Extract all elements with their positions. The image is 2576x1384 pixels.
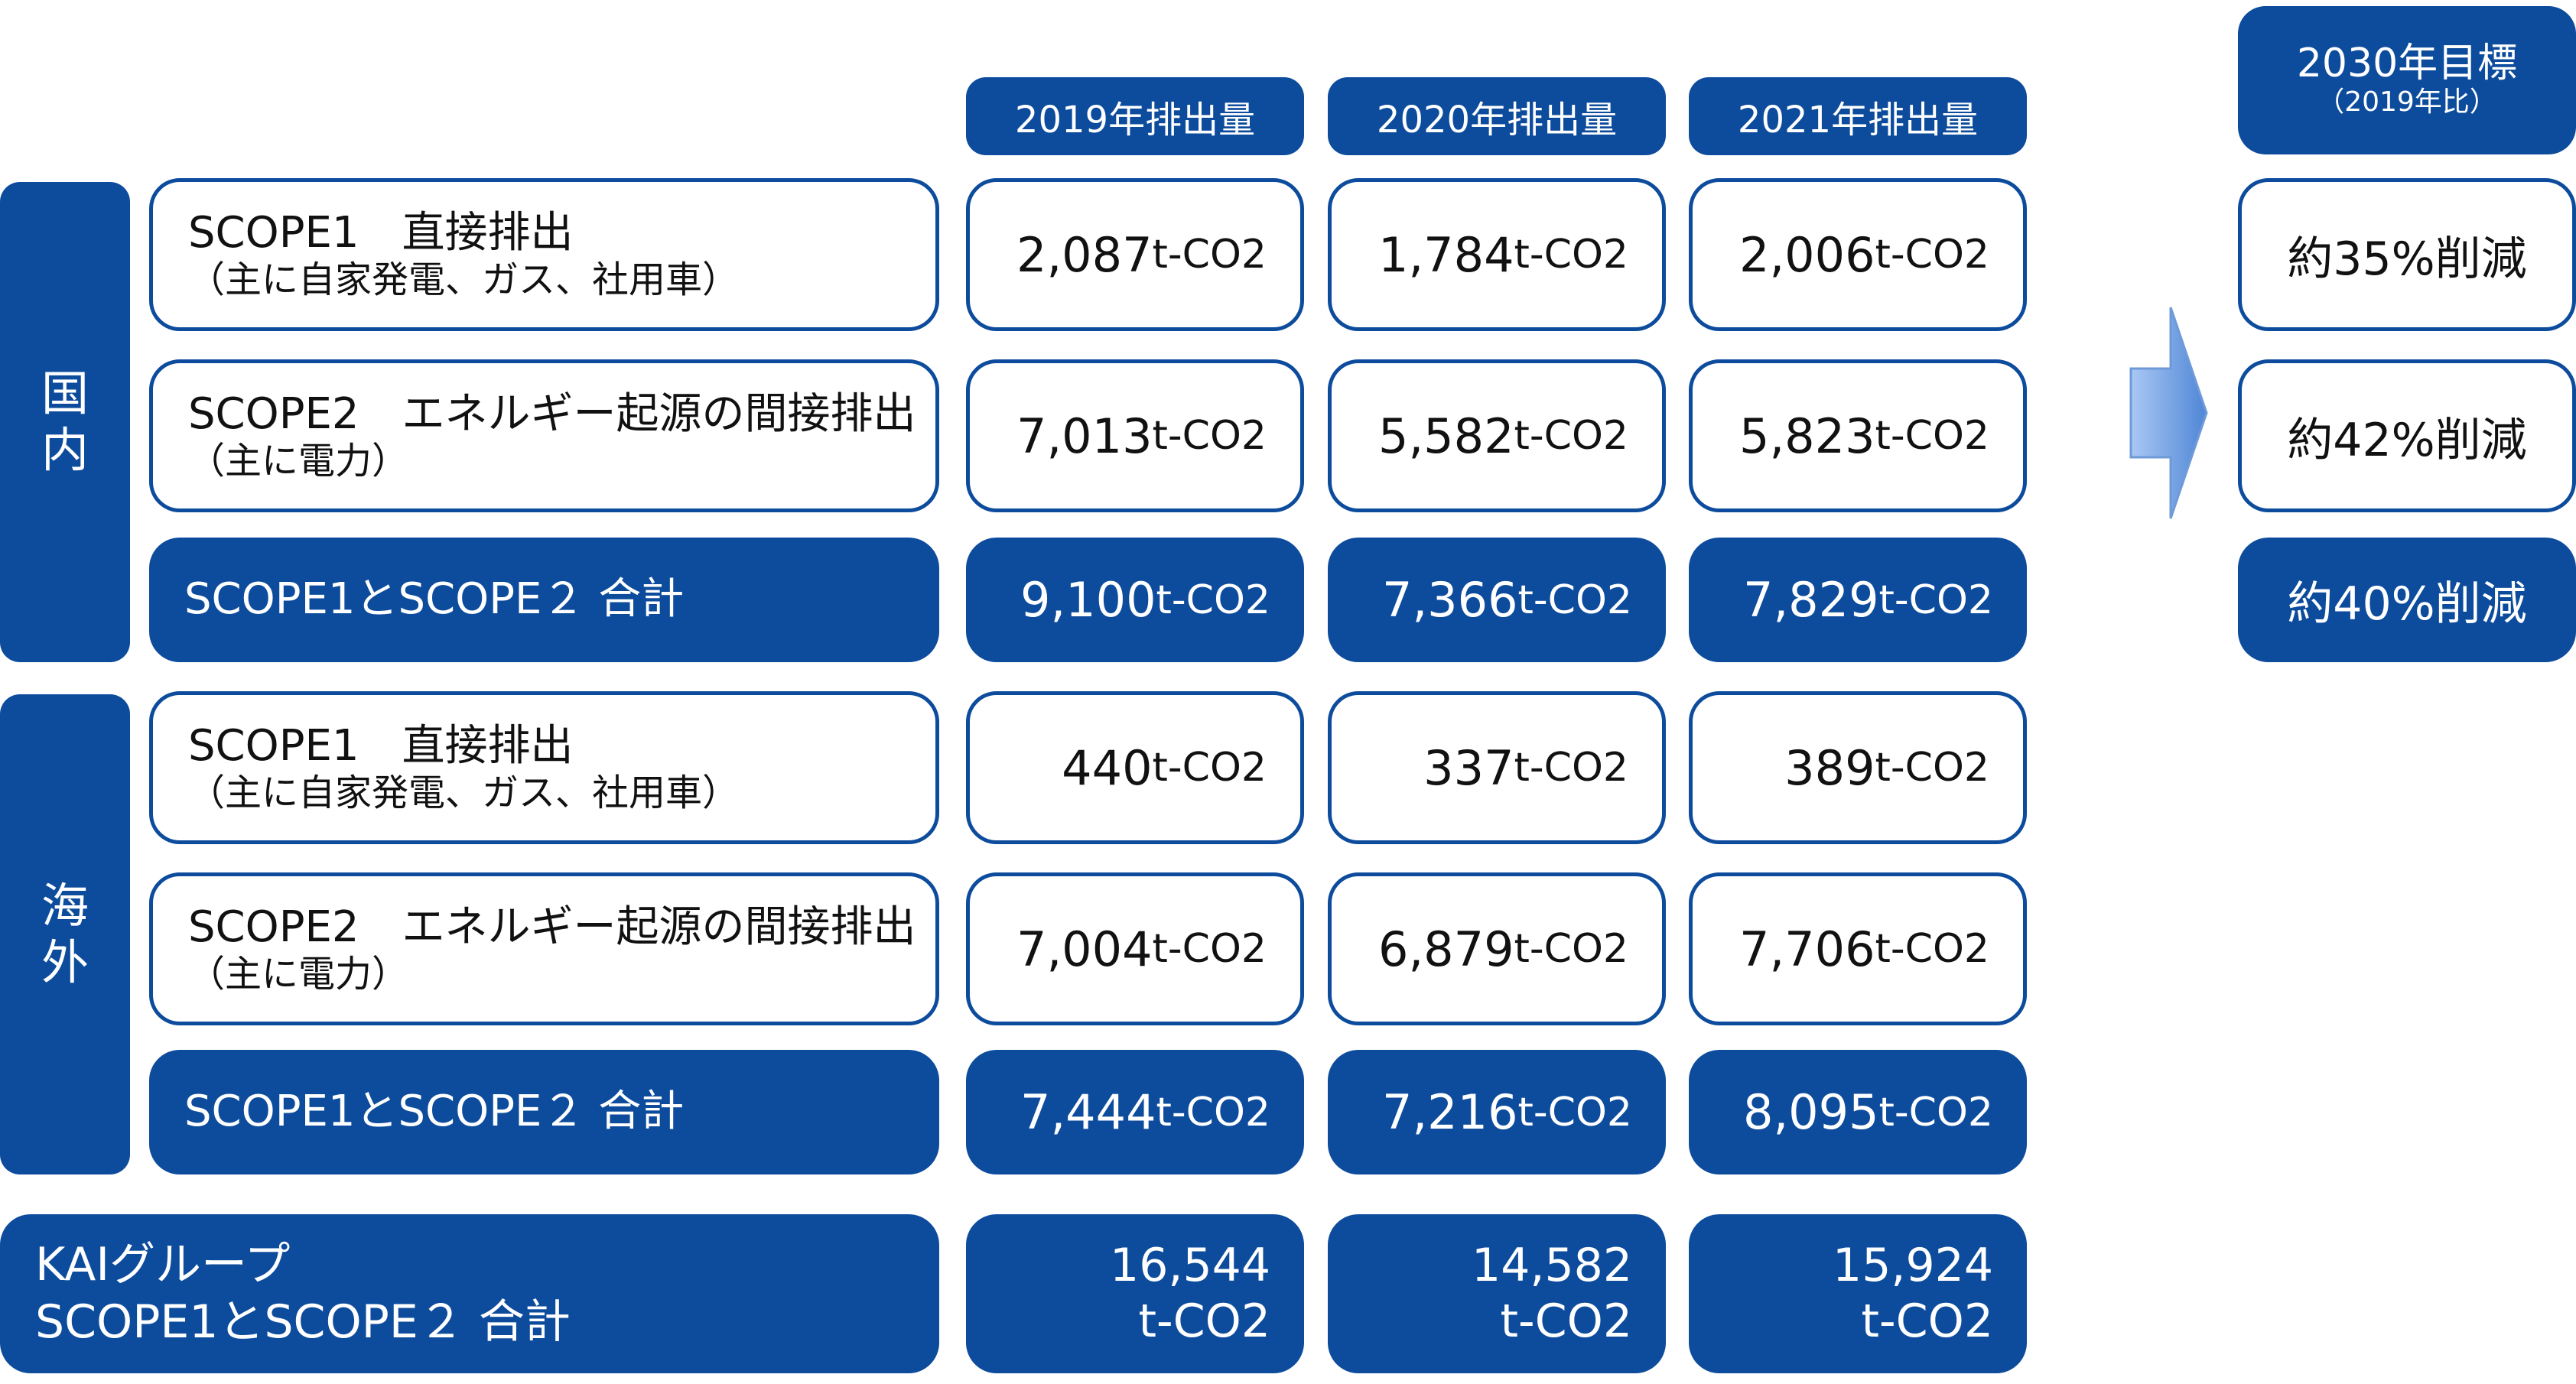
value-unit: t-CO2 xyxy=(1861,1295,1993,1348)
overseas-scope2-title: SCOPE2 エネルギー起源の間接排出 xyxy=(188,902,916,952)
value-unit: t-CO2 xyxy=(1875,232,1989,278)
value-number: 7,706 xyxy=(1739,921,1875,977)
target-header: 2030年目標 （2019年比） xyxy=(2238,6,2576,154)
value-number: 15,924 xyxy=(1833,1238,1993,1292)
value-unit: t-CO2 xyxy=(1500,1295,1632,1348)
group-total-2020: 14,582 t-CO2 xyxy=(1328,1214,1666,1373)
value-number: 1,784 xyxy=(1378,226,1514,283)
overseas-label: 海 外 xyxy=(0,694,130,1174)
group-total-2021: 15,924 t-CO2 xyxy=(1689,1214,2027,1373)
value-unit: t-CO2 xyxy=(1152,926,1267,972)
domestic-scope1-label: SCOPE1 直接排出 （主に自家発電、ガス、社用車） xyxy=(149,178,939,331)
value-unit: t-CO2 xyxy=(1514,232,1628,278)
value-number: 7,444 xyxy=(1020,1084,1156,1140)
group-total-line1: KAIグループ xyxy=(35,1238,291,1291)
domestic-label: 国 内 xyxy=(0,182,130,662)
overseas-scope1-title: SCOPE1 直接排出 xyxy=(188,720,574,771)
domestic-scope2-2020: 5,582 t-CO2 xyxy=(1328,359,1666,512)
value-number: 14,582 xyxy=(1472,1238,1632,1292)
domestic-total-title: SCOPE1とSCOPE２ 合計 xyxy=(184,574,685,625)
value-number: 16,544 xyxy=(1110,1238,1270,1292)
overseas-total-2021: 8,095 t-CO2 xyxy=(1689,1050,2027,1174)
arrow-right-icon xyxy=(2129,307,2208,519)
overseas-total-2020: 7,216 t-CO2 xyxy=(1328,1050,1666,1174)
domestic-scope1-sub: （主に自家発電、ガス、社用車） xyxy=(188,258,740,301)
overseas-total-label: SCOPE1とSCOPE２ 合計 xyxy=(149,1050,939,1174)
overseas-scope1-2020: 337 t-CO2 xyxy=(1328,691,1666,844)
overseas-label-text: 海 外 xyxy=(41,877,89,990)
value-unit: t-CO2 xyxy=(1138,1295,1270,1348)
domestic-scope1-2020: 1,784 t-CO2 xyxy=(1328,178,1666,331)
overseas-scope2-label: SCOPE2 エネルギー起源の間接排出 （主に電力） xyxy=(149,872,939,1025)
value-number: 5,823 xyxy=(1739,408,1875,464)
overseas-scope1-sub: （主に自家発電、ガス、社用車） xyxy=(188,771,740,814)
target-scope1: 約35%削減 xyxy=(2238,178,2576,331)
value-unit: t-CO2 xyxy=(1152,745,1267,791)
domestic-scope2-sub: （主に電力） xyxy=(188,439,409,482)
header-2019: 2019年排出量 xyxy=(966,77,1304,155)
domestic-total-2019: 9,100 t-CO2 xyxy=(966,538,1304,662)
group-total-line2: SCOPE1とSCOPE２ 合計 xyxy=(35,1295,571,1349)
domestic-total-2021: 7,829 t-CO2 xyxy=(1689,538,2027,662)
value-unit: t-CO2 xyxy=(1878,577,1993,623)
domestic-label-text: 国 内 xyxy=(41,365,89,478)
value-number: 8,095 xyxy=(1743,1084,1879,1140)
domestic-scope2-label: SCOPE2 エネルギー起源の間接排出 （主に電力） xyxy=(149,359,939,512)
value-number: 7,829 xyxy=(1743,572,1879,628)
target-scope2: 約42%削減 xyxy=(2238,359,2576,512)
value-unit: t-CO2 xyxy=(1875,413,1989,459)
header-2021: 2021年排出量 xyxy=(1689,77,2027,155)
value-number: 389 xyxy=(1784,739,1875,796)
value-number: 9,100 xyxy=(1020,572,1156,628)
value-number: 440 xyxy=(1062,739,1153,796)
target-header-title: 2030年目標 xyxy=(2296,40,2518,86)
value-number: 337 xyxy=(1423,739,1514,796)
value-number: 5,582 xyxy=(1378,408,1514,464)
value-unit: t-CO2 xyxy=(1517,1089,1632,1135)
value-unit: t-CO2 xyxy=(1514,745,1628,791)
header-2020: 2020年排出量 xyxy=(1328,77,1666,155)
value-unit: t-CO2 xyxy=(1152,413,1267,459)
value-unit: t-CO2 xyxy=(1152,232,1267,278)
overseas-scope2-2021: 7,706 t-CO2 xyxy=(1689,872,2027,1025)
overseas-scope1-2021: 389 t-CO2 xyxy=(1689,691,2027,844)
value-number: 2,087 xyxy=(1016,226,1153,283)
value-unit: t-CO2 xyxy=(1514,413,1628,459)
target-header-subtitle: （2019年比） xyxy=(2317,86,2497,118)
value-number: 7,004 xyxy=(1016,921,1153,977)
value-unit: t-CO2 xyxy=(1875,745,1989,791)
value-number: 2,006 xyxy=(1739,226,1875,283)
overseas-total-title: SCOPE1とSCOPE２ 合計 xyxy=(184,1087,685,1137)
domestic-scope1-2019: 2,087 t-CO2 xyxy=(966,178,1304,331)
overseas-total-2019: 7,444 t-CO2 xyxy=(966,1050,1304,1174)
overseas-scope2-2019: 7,004 t-CO2 xyxy=(966,872,1304,1025)
group-total-2019: 16,544 t-CO2 xyxy=(966,1214,1304,1373)
value-unit: t-CO2 xyxy=(1156,1089,1270,1135)
overseas-scope1-label: SCOPE1 直接排出 （主に自家発電、ガス、社用車） xyxy=(149,691,939,844)
domestic-scope2-title: SCOPE2 エネルギー起源の間接排出 xyxy=(188,388,916,439)
domestic-scope1-2021: 2,006 t-CO2 xyxy=(1689,178,2027,331)
value-unit: t-CO2 xyxy=(1875,926,1989,972)
overseas-scope1-2019: 440 t-CO2 xyxy=(966,691,1304,844)
domestic-total-label: SCOPE1とSCOPE２ 合計 xyxy=(149,538,939,662)
domestic-total-2020: 7,366 t-CO2 xyxy=(1328,538,1666,662)
value-number: 7,366 xyxy=(1382,572,1518,628)
value-number: 6,879 xyxy=(1378,921,1514,977)
domestic-scope1-title: SCOPE1 直接排出 xyxy=(188,207,574,258)
value-number: 7,013 xyxy=(1016,408,1153,464)
value-unit: t-CO2 xyxy=(1517,577,1632,623)
overseas-scope2-2020: 6,879 t-CO2 xyxy=(1328,872,1666,1025)
group-total-label: KAIグループ SCOPE1とSCOPE２ 合計 xyxy=(0,1214,939,1373)
overseas-scope2-sub: （主に電力） xyxy=(188,952,409,996)
domestic-scope2-2019: 7,013 t-CO2 xyxy=(966,359,1304,512)
domestic-scope2-2021: 5,823 t-CO2 xyxy=(1689,359,2027,512)
value-unit: t-CO2 xyxy=(1878,1089,1993,1135)
value-unit: t-CO2 xyxy=(1156,577,1270,623)
value-number: 7,216 xyxy=(1382,1084,1518,1140)
target-total: 約40%削減 xyxy=(2238,538,2576,662)
value-unit: t-CO2 xyxy=(1514,926,1628,972)
